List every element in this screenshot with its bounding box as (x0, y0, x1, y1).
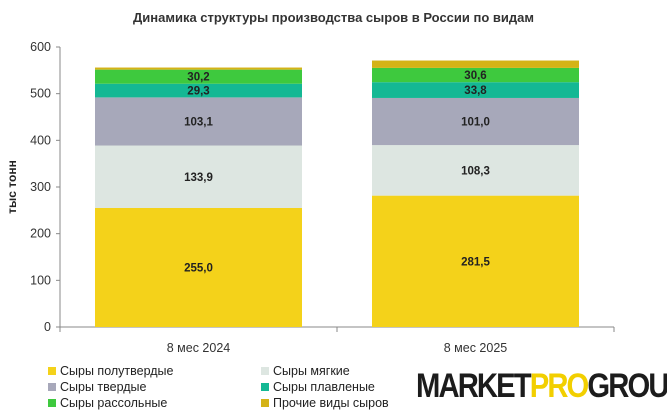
y-tick-label: 0 (44, 320, 51, 334)
y-axis-title: тыс тонн (5, 160, 19, 214)
legend-swatch (261, 367, 269, 375)
bar-segment (95, 97, 302, 146)
data-label: 108,3 (461, 165, 490, 177)
legend-item: Сыры мягкие (261, 364, 350, 378)
y-tick-label: 400 (30, 133, 51, 147)
y-tick-label: 500 (30, 87, 51, 101)
legend-label: Сыры плавленые (273, 380, 375, 394)
data-label: 103,1 (184, 116, 213, 128)
legend-item: Сыры твердые (48, 380, 147, 394)
legend-label: Сыры твердые (60, 380, 147, 394)
bar-segment (372, 195, 579, 327)
brand-logo: MARKETPROGROUP (416, 366, 667, 406)
data-label: 33,8 (464, 85, 487, 97)
bar-segment (95, 83, 302, 98)
legend-label: Сыры мягкие (273, 364, 350, 378)
x-tick-label: 8 мес 2024 (167, 341, 231, 355)
logo-text-pro: PRO (529, 367, 590, 405)
data-label: 133,9 (184, 172, 213, 184)
data-label: 30,6 (464, 70, 486, 82)
legend-label: Сыры полутвердые (60, 364, 174, 378)
legend-item: Прочие виды сыров (261, 396, 389, 410)
data-label: 255,0 (184, 263, 213, 275)
legend-swatch (48, 383, 56, 391)
bar-segment (372, 97, 579, 146)
data-label: 29,3 (187, 86, 209, 98)
chart-plot: 0 100 200 300 400 500 600 тыс тонн 255,0 133,9 103… (5, 40, 615, 355)
y-tick-label: 600 (30, 40, 51, 54)
legend-label: Прочие виды сыров (273, 396, 389, 410)
legend-item: Сыры плавленые (261, 380, 375, 394)
chart-title: Динамика структуры производства сыров в … (133, 10, 534, 25)
bar-segment (372, 67, 579, 83)
data-label: 101,0 (461, 117, 490, 129)
bar-segment (372, 82, 579, 98)
x-tick-label: 8 мес 2025 (444, 341, 508, 355)
data-label: 281,5 (461, 256, 490, 268)
bar-segment (95, 67, 302, 70)
y-tick-label: 200 (30, 227, 51, 241)
logo-text-market: MARKET (416, 367, 532, 405)
y-tick-label: 300 (30, 180, 51, 194)
legend-swatch (261, 383, 269, 391)
y-tick-label: 100 (30, 273, 51, 287)
bar-segment (95, 69, 302, 84)
bar-segment (372, 60, 579, 68)
logo-text-group: GROUP (587, 367, 667, 405)
legend-swatch (48, 367, 56, 375)
legend-item: Сыры рассольные (48, 396, 167, 410)
legend-swatch (48, 399, 56, 407)
bar-segment (372, 145, 579, 196)
legend-swatch (261, 399, 269, 407)
data-label: 30,2 (187, 72, 209, 84)
legend-item: Сыры полутвердые (48, 364, 173, 378)
bar-segment (95, 208, 302, 327)
legend-label: Сыры рассольные (60, 396, 168, 410)
bar-segment (95, 145, 302, 208)
